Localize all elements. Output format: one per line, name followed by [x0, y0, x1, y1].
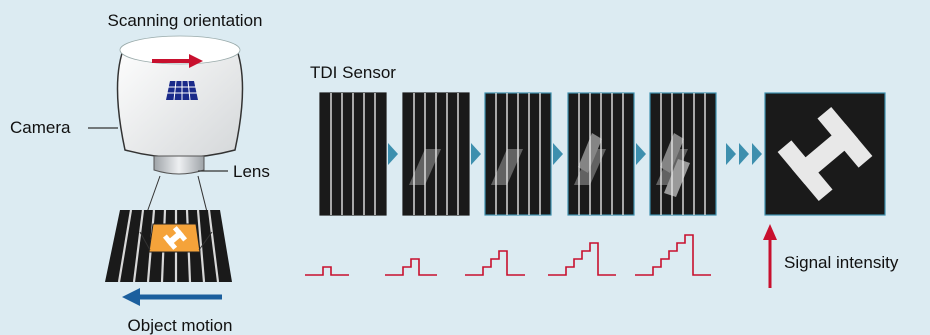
tdi-sensor-label: TDI Sensor	[310, 63, 396, 82]
view-cone-lower	[139, 231, 213, 251]
tdi-stage-5	[649, 92, 717, 216]
object-motion-label: Object motion	[128, 316, 233, 335]
tdi-stage-1	[319, 92, 387, 216]
signal-intensity-label: Signal intensity	[784, 253, 899, 272]
scan-arrow-icon	[152, 54, 203, 68]
signal-plot-3	[465, 250, 525, 276]
stage-chevrons	[388, 143, 762, 165]
tdi-stage-4	[567, 92, 635, 216]
chevron-right-icon	[388, 143, 398, 165]
chevron-right-icon	[752, 143, 762, 165]
signal-plot-2	[385, 258, 437, 276]
scanning-orientation-label: Scanning orientation	[107, 11, 262, 30]
tdi-stage-2	[402, 92, 470, 216]
output-image	[764, 92, 886, 216]
signal-plot-4	[548, 242, 616, 276]
signal-plots	[305, 234, 711, 276]
chevron-right-icon	[471, 143, 481, 165]
camera-label: Camera	[10, 118, 71, 137]
chevron-right-icon	[636, 143, 646, 165]
tdi-stages	[319, 92, 717, 216]
lens-label: Lens	[233, 162, 270, 181]
object-motion-arrow-icon	[122, 288, 222, 306]
lens-icon	[153, 155, 205, 175]
object-target	[148, 223, 201, 253]
signal-intensity-arrow-icon	[763, 224, 777, 288]
chevron-right-icon	[726, 143, 736, 165]
chevron-right-icon	[553, 143, 563, 165]
signal-plot-1	[305, 266, 349, 276]
sensor-grid-icon	[166, 80, 198, 101]
signal-plot-5	[635, 234, 711, 276]
tdi-stage-3	[484, 92, 552, 216]
chevron-right-icon	[739, 143, 749, 165]
